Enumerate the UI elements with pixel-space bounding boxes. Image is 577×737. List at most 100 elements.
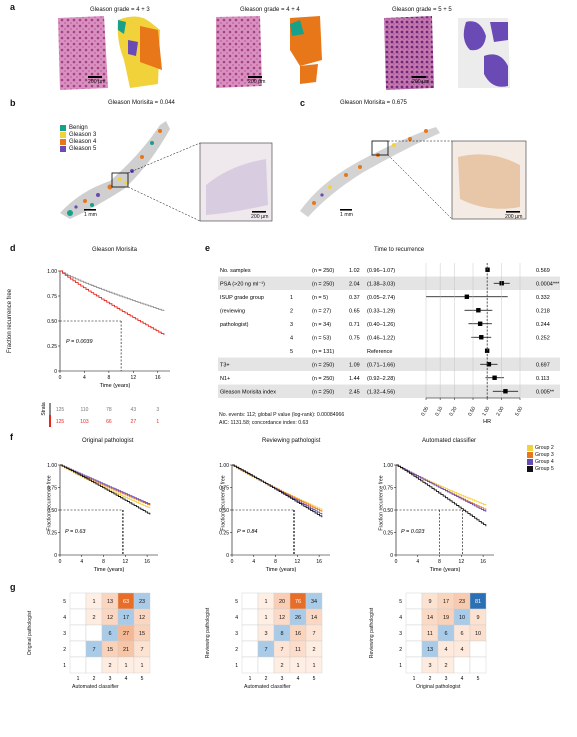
f2-ytick-label: 0.75 <box>383 486 393 492</box>
legend-benign: Benign <box>60 125 96 131</box>
f2-xtick-label: 8 <box>438 559 441 565</box>
panel-f-label: f <box>10 432 13 442</box>
g-cell-value: 12 <box>107 615 113 621</box>
g-row-tick: 3 <box>399 631 402 637</box>
g-row-tick: 4 <box>235 615 238 621</box>
f1-xtick-label: 16 <box>316 559 322 565</box>
panel-b-spots <box>67 129 162 216</box>
d-risk-red: 125 <box>56 419 65 425</box>
f-xlabel: Time (years) <box>430 567 461 573</box>
panel-e-footer-2: AIC: 1131.58; concordance index: 0.63 <box>219 420 309 426</box>
g-cell-value: 12 <box>139 615 145 621</box>
e-xtick-label: 0.05 <box>420 406 430 418</box>
d-risk-grey: 43 <box>131 407 137 413</box>
e-row-sub: 3 <box>290 322 293 328</box>
g-col-tick: 1 <box>413 676 416 682</box>
e-row-p: 0.244 <box>536 322 550 328</box>
e-row-p: 0.0004*** <box>536 282 560 288</box>
d-ytick-label: 0.50 <box>47 319 57 325</box>
g-cell-value: 1 <box>124 663 127 669</box>
d-risk-grey: 125 <box>56 407 65 413</box>
g-cell-value: 2 <box>444 663 447 669</box>
g-col-tick: 1 <box>249 676 252 682</box>
panel-a-images <box>58 16 510 90</box>
g-cell-value: 1 <box>296 663 299 669</box>
e-xtick-label: 1.00 <box>481 406 491 418</box>
e-estimate <box>492 375 497 380</box>
panel-a-scale-2: 200 µm <box>248 79 266 85</box>
e-xtick-label: 2.00 <box>495 406 505 418</box>
g-cell <box>405 656 423 674</box>
g-cell-value: 26 <box>295 615 301 621</box>
d-strata-label: Strata <box>41 402 47 416</box>
g-cell-value: 7 <box>264 647 267 653</box>
g-cell-value: 2 <box>280 663 283 669</box>
g-cell <box>241 592 259 610</box>
g-cell-value: 16 <box>295 631 301 637</box>
legend-gleason-3: Gleason 3 <box>60 132 96 138</box>
f0-ytick-label: 0.50 <box>47 508 57 514</box>
e-row-name: ISUP grade group <box>220 295 264 301</box>
g-cell-value: 3 <box>264 631 267 637</box>
e-estimate <box>464 294 470 299</box>
g-cell-value: 2 <box>92 615 95 621</box>
e-row-name: PSA (>20 ng ml⁻¹) <box>220 282 265 288</box>
f1-ytick-label: 0.75 <box>219 486 229 492</box>
g-cell <box>257 656 275 674</box>
g-cell-value: 21 <box>123 647 129 653</box>
e-row-n: (n = 53) <box>312 336 331 342</box>
g-cell-value: 1 <box>264 599 267 605</box>
e-row-n: (n = 250) <box>312 376 334 382</box>
e-estimate <box>486 362 492 367</box>
d-xtick-label: 4 <box>83 375 86 381</box>
e-row-sub: 4 <box>290 336 293 342</box>
panel-g-ylabel-2: Reviewing pathologist <box>205 607 211 659</box>
f-curve-group-4 <box>396 464 487 512</box>
d-ytick-label: 1.00 <box>47 269 57 275</box>
g-cell-value: 11 <box>295 647 301 653</box>
panel-d-ylabel: Fraction recurrence free <box>7 288 14 354</box>
g-cell-value: 34 <box>311 599 317 605</box>
he-image-3 <box>384 16 434 90</box>
panel-a-scale-1: 200 µm <box>88 79 106 85</box>
e-estimate <box>476 308 481 313</box>
f1-ytick-label: 0.50 <box>219 508 229 514</box>
g-col-tick: 2 <box>265 676 268 682</box>
e-row-p: 0.218 <box>536 309 550 315</box>
f2-xtick-label: 4 <box>416 559 419 565</box>
g-cell <box>405 592 423 610</box>
f-curve-group-5 <box>396 464 487 527</box>
g-row-tick: 1 <box>399 663 402 669</box>
f1-xtick-label: 0 <box>231 559 234 565</box>
g-row-tick: 4 <box>63 615 66 621</box>
panel-f-title-2: Reviewing pathologist <box>262 438 321 444</box>
panel-e-title: Time to recurrence <box>374 247 425 253</box>
panel-f-ylabel-3: Fraction recurrence free <box>378 475 385 531</box>
f2-ytick-label: 0.50 <box>383 508 393 514</box>
f-xlabel: Time (years) <box>94 567 125 573</box>
g-cell-value: 2 <box>312 647 315 653</box>
e-row-n: (n = 27) <box>312 309 331 315</box>
e-row-name: pathologist) <box>220 322 249 328</box>
g-row-tick: 2 <box>399 647 402 653</box>
f1-ytick-label: 0.25 <box>219 531 229 537</box>
g-row-tick: 5 <box>63 599 66 605</box>
g-cell <box>69 592 87 610</box>
panel-a-title-1: Gleason grade = 4 + 3 <box>90 7 150 13</box>
panel-a-label: a <box>10 2 16 12</box>
f-curve-group-4 <box>60 464 151 505</box>
e-row-ci: (0.96–1.07) <box>367 268 395 274</box>
e-row-name: (reviewing <box>220 309 245 315</box>
g-cell <box>241 624 259 642</box>
panel-g-xlabel-3: Original pathologist <box>416 684 461 690</box>
d-xtick-label: 8 <box>107 375 110 381</box>
e-row-shade <box>218 384 560 398</box>
d-xtick-label: 16 <box>155 375 161 381</box>
g-cell <box>69 624 87 642</box>
f0-ytick-label: 0.75 <box>47 486 57 492</box>
g-col-tick: 1 <box>77 676 80 682</box>
e-row-p: 0.332 <box>536 295 550 301</box>
g-cell-value: 9 <box>428 599 431 605</box>
panel-g-xlabel-1: Automated classifier <box>72 684 119 690</box>
